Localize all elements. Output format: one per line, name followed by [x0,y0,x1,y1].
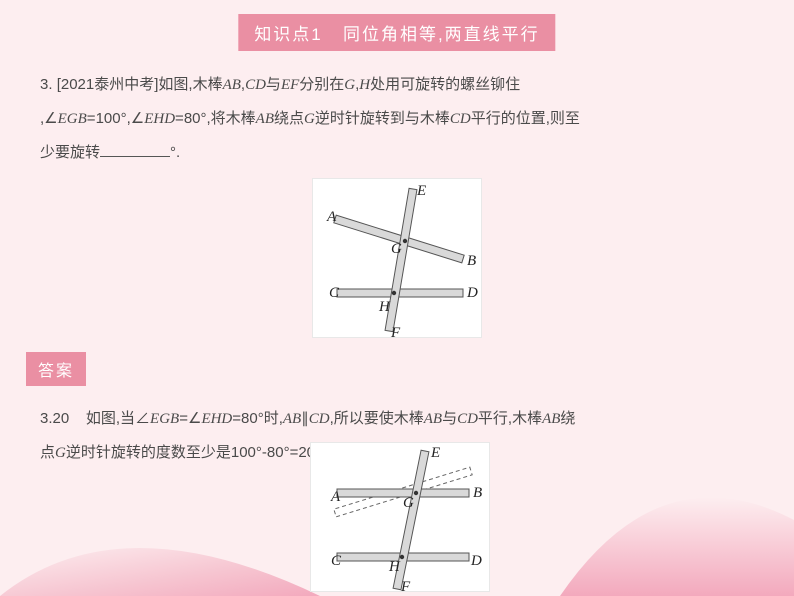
a-cd: CD [309,411,330,427]
svg-text:D: D [466,285,478,301]
q-l3-pre: 少要旋转 [40,144,100,161]
figure-2: E B A G C H D F [310,442,490,592]
svg-text:F: F [400,579,411,593]
svg-text:G: G [403,495,414,511]
answer-blank [100,142,170,157]
a-eq: =∠ [179,410,201,427]
a-l2-mid: 逆时针旋转的度数至少是100°-80°=20°. [66,444,325,461]
seg-ab: AB [223,77,241,93]
ang2-name: EHD [144,111,175,127]
a-ab: AB [283,411,301,427]
ang1-val: 100° [96,110,127,127]
knowledge-point-header: 知识点1 同位角相等,两直线平行 [238,14,555,51]
q-with: 与 [266,76,281,93]
a-e3: ,所以要使木棒 [330,410,424,427]
q-l2-pre: ,∠ [40,110,58,127]
a-par: ∥ [301,410,309,427]
eq2: = [175,110,184,127]
a-l2-pre: 点 [40,444,55,461]
a-e1: 如图,当∠ [86,410,150,427]
q-rest1: 分别在 [299,76,344,93]
a-e5: 平行,木棒 [478,410,542,427]
q-l2-mid: ,将木棒 [207,110,256,127]
svg-text:D: D [470,553,482,569]
answer-tab: 答案 [26,352,86,386]
a-e6: 绕 [560,410,575,427]
a-number: 3. [40,410,53,427]
ang1-name: EGB [58,111,87,127]
q-rest2: 处用可旋转的螺丝铆住 [370,76,520,93]
a-cd2: CD [457,411,478,427]
a-ang1: EGB [150,411,179,427]
a-result: 20 [53,410,70,427]
a-ab3: AB [542,411,560,427]
comma1: ,∠ [127,110,145,127]
svg-text:H: H [378,299,391,315]
svg-text:C: C [329,285,340,301]
ang2-val: 80° [184,110,207,127]
q-l3-suf: °. [170,144,180,161]
q-number: 3. [40,76,53,93]
svg-text:A: A [326,209,337,225]
a-g: G [55,445,66,461]
a-e4: 与 [442,410,457,427]
a-ab2: AB [424,411,442,427]
svg-text:E: E [416,183,426,199]
svg-text:B: B [473,485,482,501]
pt-g: G [344,77,355,93]
seg-ab2: AB [256,111,274,127]
svg-text:H: H [388,559,401,575]
svg-text:B: B [467,253,476,269]
svg-text:F: F [390,325,401,339]
pt-h: H [359,77,370,93]
svg-text:G: G [391,241,402,257]
question-text: 3. [2021泰州中考]如图,木棒AB,CD与EF分别在G,H处用可旋转的螺丝… [40,68,754,169]
a-eq2: = [232,410,241,427]
seg-ef: EF [281,77,299,93]
a-ang2: EHD [201,411,232,427]
seg-cd2: CD [450,111,471,127]
pt-g2: G [304,111,315,127]
eq1: = [87,110,96,127]
q-l2-end: 平行的位置,则至 [471,110,580,127]
q-l2-mid2: 绕点 [274,110,304,127]
svg-text:C: C [331,553,342,569]
seg-cd: CD [245,77,266,93]
a-e2: 时, [264,410,283,427]
svg-text:A: A [330,489,341,505]
svg-text:E: E [430,445,440,461]
header-title: 同位角相等,两直线平行 [343,25,540,44]
a-val: 80° [241,410,264,427]
figure-1: A E B G C D HF [312,178,482,338]
a-gap [69,410,86,427]
q-source: [2021泰州中考] [57,76,159,93]
q-prefix: 如图,木棒 [158,76,222,93]
q-l2-mid3: 逆时针旋转到与木棒 [315,110,450,127]
answer-tab-label: 答案 [38,363,74,380]
header-label: 知识点1 [254,25,322,44]
